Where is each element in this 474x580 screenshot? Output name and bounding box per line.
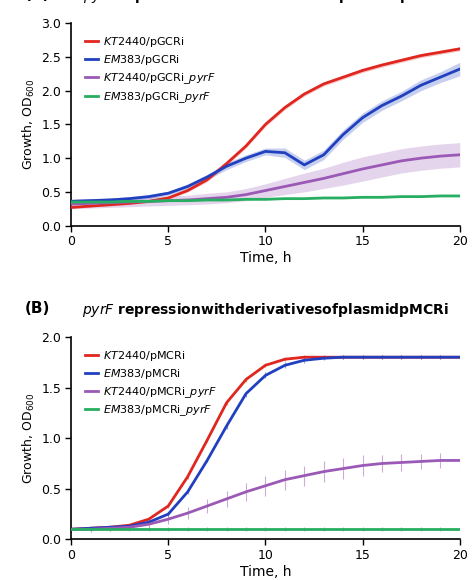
Text: (B): (B) xyxy=(25,300,50,316)
Y-axis label: Growth, OD$_{600}$: Growth, OD$_{600}$ xyxy=(21,79,37,170)
Text: (A): (A) xyxy=(25,0,50,2)
Legend: $\it{KT2440}$/pGCRi, $\it{EM383}$/pGCRi, $\it{KT2440}$/pGCRi_$\it{pyrF}$, $\it{E: $\it{KT2440}$/pGCRi, $\it{EM383}$/pGCRi,… xyxy=(81,31,220,109)
Text: $\bf{\it{pyrF}}$ $\bf{repression with derivatives of plasmid pGCRi}$: $\bf{\it{pyrF}}$ $\bf{repression with de… xyxy=(83,0,448,5)
Y-axis label: Growth, OD$_{600}$: Growth, OD$_{600}$ xyxy=(21,393,37,484)
X-axis label: Time, h: Time, h xyxy=(240,565,291,579)
Legend: $\it{KT2440}$/pMCRi, $\it{EM383}$/pMCRi, $\it{KT2440}$/pMCRi_$\it{pyrF}$, $\it{E: $\it{KT2440}$/pMCRi, $\it{EM383}$/pMCRi,… xyxy=(81,345,221,423)
Text: $\bf{\it{pyrF}}$ $\bf{repression with derivatives of plasmid pMCRi}$: $\bf{\it{pyrF}}$ $\bf{repression with de… xyxy=(82,300,449,318)
X-axis label: Time, h: Time, h xyxy=(240,251,291,265)
